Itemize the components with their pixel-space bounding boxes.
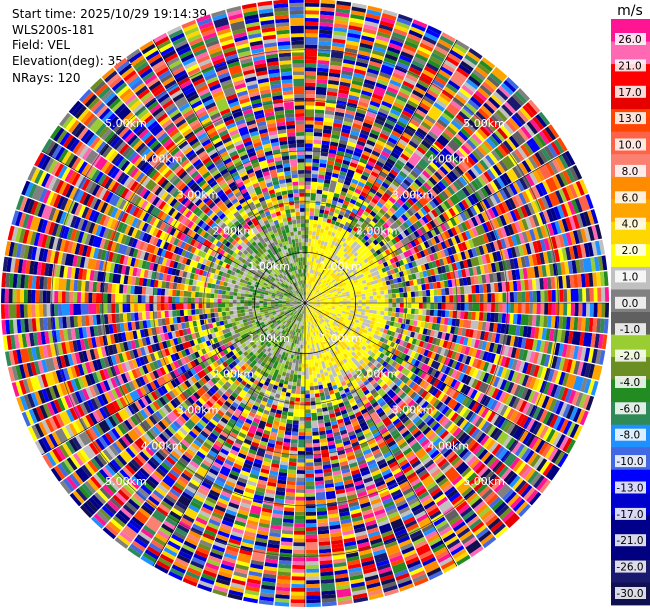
velocity-gate-group — [8, 2, 608, 599]
colorbar-tick-label: -10.0 — [616, 456, 643, 468]
range-ring-label: 2.00km — [356, 224, 398, 237]
colorbar-tick-bg — [615, 296, 646, 309]
colorbar-tick-bg — [615, 85, 646, 98]
velocity-gate-group — [17, 23, 601, 596]
velocity-colorbar: m/s 26.0 21.0 17.0 13.0 10.0 8.0 6.0 4.0 2.0 1.0 0… — [611, 3, 650, 606]
colorbar-bin — [611, 199, 650, 223]
colorbar-tick-label: -17.0 — [616, 509, 643, 521]
colorbar-tick-bg — [615, 164, 646, 177]
colorbar-tick-bg — [615, 402, 646, 415]
colorbar-tick-bg — [615, 33, 646, 45]
colorbar-ticks: 26.0 21.0 17.0 13.0 10.0 8.0 6.0 4.0 2.0 1.0 0.0 -1… — [615, 33, 646, 600]
colorbar-tick-label: -13.0 — [616, 483, 643, 495]
colorbar-tick-label: 17.0 — [618, 87, 641, 99]
colorbar-tick-label: -8.0 — [620, 430, 641, 442]
colorbar-tick-bg — [615, 455, 646, 468]
colorbar-tick-label: -26.0 — [616, 562, 643, 574]
colorbar-units-label: m/s — [617, 3, 643, 19]
range-ring-label: 3.00km — [177, 189, 219, 202]
instrument-label: WLS200s-181 — [12, 23, 95, 37]
range-ring-label: 1.00km — [320, 332, 362, 345]
colorbar-bin — [611, 357, 650, 381]
colorbar-tick-label: 6.0 — [622, 192, 639, 204]
radial-spoke — [304, 39, 458, 304]
range-ring-label: 3.00km — [392, 189, 434, 202]
range-ring-label: 2.00km — [213, 368, 255, 381]
colorbar-tick-bg — [615, 244, 646, 256]
range-ring-label: 4.00km — [141, 153, 183, 166]
radial-spoke — [152, 302, 306, 567]
radial-spoke — [304, 302, 569, 456]
radial-spoke — [304, 302, 458, 567]
colorbar-tick-label: -1.0 — [620, 324, 641, 336]
colorbar-tick-bg — [615, 349, 646, 362]
range-ring-label: 5.00km — [463, 117, 505, 130]
radial-spoke — [304, 150, 569, 304]
colorbar-tick-label: -4.0 — [620, 377, 641, 389]
velocity-gate-group — [12, 15, 605, 603]
range-ring-label: 4.00km — [141, 439, 183, 452]
elevation-label: Elevation(deg): 35.00 — [12, 54, 142, 68]
colorbar-tick-bg — [615, 59, 646, 72]
range-ring-label: 2.00km — [213, 224, 255, 237]
colorbar-tick-bg — [615, 587, 646, 599]
colorbar-tick-label: 1.0 — [622, 271, 639, 283]
radial-spoke — [41, 150, 306, 304]
start-time-label: Start time: 2025/10/29 19:14:39 — [12, 7, 207, 21]
colorbar-tick-bg — [615, 112, 646, 125]
range-ring-label: 1.00km — [320, 260, 362, 273]
range-ring-label: 5.00km — [463, 475, 505, 488]
nrays-label: NRays: 120 — [12, 71, 81, 85]
range-ring-label: 4.00km — [428, 153, 470, 166]
velocity-gate-group — [18, 7, 602, 596]
colorbar-tick-bg — [615, 428, 646, 441]
colorbar-tick-label: 0.0 — [622, 298, 639, 310]
radial-spokes — [1, 0, 609, 607]
range-ring-label: 3.00km — [392, 404, 434, 417]
range-ring-label: 2.00km — [356, 368, 398, 381]
range-ring-label: 1.00km — [248, 260, 290, 273]
colorbar-tick-bg — [615, 481, 646, 494]
velocity-gate-group — [16, 0, 603, 601]
field-label: Field: VEL — [12, 38, 71, 52]
colorbar-tick-bg — [615, 507, 646, 520]
colorbar-tick-label: 21.0 — [618, 60, 641, 72]
colorbar-tick-label: -6.0 — [620, 403, 641, 415]
colorbar-tick-bg — [615, 534, 646, 547]
colorbar-tick-label: 8.0 — [622, 166, 639, 178]
colorbar-bin — [611, 41, 650, 65]
range-ring-label: 1.00km — [248, 332, 290, 345]
colorbar-tick-bg — [615, 560, 646, 573]
colorbar-tick-bg — [615, 138, 646, 151]
range-ring-label: 3.00km — [177, 404, 219, 417]
colorbar-tick-bg — [615, 323, 646, 336]
ppi-velocity-plot: 1.00km 1.00km 1.00km 1.00km 2.00km 2.00km 2.00… — [1, 0, 609, 608]
colorbar-tick-bg — [615, 217, 646, 230]
colorbar-tick-label: 13.0 — [618, 113, 641, 125]
radial-spoke — [41, 302, 306, 456]
colorbar-tick-label: -2.0 — [620, 351, 641, 363]
range-ring-label: 4.00km — [428, 439, 470, 452]
colorbar-tick-label: -30.0 — [616, 588, 643, 600]
colorbar-tick-label: 10.0 — [618, 140, 641, 152]
range-ring-labels: 1.00km 1.00km 1.00km 1.00km 2.00km 2.00km 2.00… — [105, 117, 505, 488]
velocity-gates — [1, 0, 609, 608]
colorbar-bin — [611, 514, 650, 538]
colorbar-tick-label: 26.0 — [618, 34, 641, 46]
colorbar-tick-label: -21.0 — [616, 535, 643, 547]
range-ring-label: 5.00km — [105, 117, 147, 130]
range-ring-label: 5.00km — [105, 475, 147, 488]
colorbar-tick-bg — [615, 376, 646, 388]
colorbar-tick-bg — [615, 270, 646, 283]
colorbar-tick-label: 2.0 — [622, 245, 639, 257]
colorbar-tick-bg — [615, 191, 646, 204]
radial-spoke — [152, 39, 306, 304]
colorbar-tick-label: 4.0 — [622, 219, 639, 231]
velocity-gate-group — [7, 32, 591, 608]
